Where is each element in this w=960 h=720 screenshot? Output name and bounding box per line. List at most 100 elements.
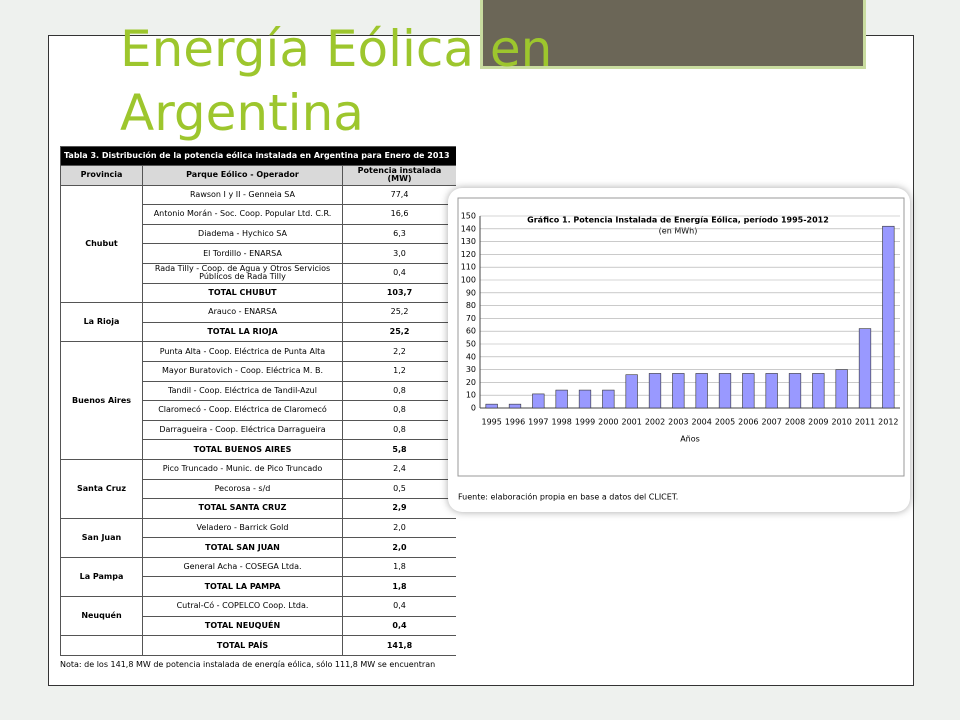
park-cell: El Tordillo - ENARSA: [142, 243, 343, 264]
park-cell: Cutral-Có - COPELCO Coop. Ltda.: [142, 596, 343, 617]
column-header: Parque Eólico - Operador: [142, 165, 343, 186]
park-cell: Diadema - Hychico SA: [142, 223, 343, 245]
total-value: 0,4: [341, 615, 456, 637]
park-cell: Rawson I y II - Genneia SA: [142, 184, 343, 206]
y-tick-label: 130: [461, 237, 476, 246]
total-label: TOTAL SANTA CRUZ: [142, 498, 343, 519]
x-tick-label: 2001: [621, 418, 641, 427]
x-tick-label: 2006: [738, 418, 758, 427]
total-value: 103,7: [341, 282, 456, 304]
column-header: Potencia instalada (MW): [341, 165, 456, 186]
total-row: TOTAL BUENOS AIRES 5,8: [61, 439, 456, 460]
park-cell: Darragueira - Coop. Eléctrica Darragueir…: [142, 419, 343, 441]
table-row: Chubut Rawson I y II - Genneia SA 77,4: [60, 184, 456, 304]
bar: [625, 374, 638, 409]
bar: [578, 389, 592, 409]
total-value: 2,9: [341, 498, 456, 519]
x-tick-label: 2002: [645, 418, 665, 427]
value-cell: 6,3: [341, 223, 456, 245]
park-cell: Arauco - ENARSA: [142, 302, 343, 323]
y-tick-label: 70: [466, 314, 476, 323]
total-value: 25,2: [341, 321, 456, 343]
table-image: Tabla 3. Distribución de la potencia eól…: [60, 146, 456, 668]
table-row: Claromecó - Coop. Eléctrica de Claromecó…: [61, 400, 456, 421]
total-label: TOTAL CHUBUT: [142, 282, 343, 304]
bar: [812, 373, 825, 409]
x-tick-label: 2003: [668, 418, 688, 427]
total-row: TOTAL SANTA CRUZ 2,9: [61, 498, 456, 519]
bar: [508, 403, 522, 409]
header-bar: [480, 0, 866, 69]
x-tick-label: 2004: [691, 418, 711, 427]
y-tick-label: 150: [461, 212, 476, 221]
province-cell: La Pampa: [60, 556, 143, 598]
x-tick-label: 2012: [878, 418, 898, 427]
bar: [695, 373, 708, 409]
y-tick-label: 60: [466, 327, 476, 336]
table-row: La Pampa General Acha - COSEGA Ltda. 1,8: [60, 556, 456, 598]
total-label: TOTAL LA RIOJA: [142, 321, 343, 343]
park-cell: Claromecó - Coop. Eléctrica de Claromecó: [142, 400, 343, 421]
y-tick-label: 10: [466, 391, 476, 400]
x-tick-label: 2007: [761, 418, 781, 427]
y-tick-label: 90: [466, 288, 476, 297]
province-cell: Neuquén: [60, 596, 143, 637]
table-row: Darragueira - Coop. Eléctrica Darragueir…: [61, 419, 456, 441]
y-tick-label: 110: [461, 263, 476, 272]
x-tick-label: 1997: [528, 418, 548, 427]
park-cell: Mayor Buratovich - Coop. Eléctrica M. B.: [142, 360, 343, 382]
chart-source: Fuente: elaboración propia en base a dat…: [458, 492, 678, 502]
x-tick-label: 1996: [505, 418, 525, 427]
bar: [672, 373, 685, 409]
y-tick-label: 120: [461, 250, 476, 259]
value-cell: 0,4: [341, 596, 456, 617]
column-header: Provincia: [60, 165, 143, 186]
province-cell: Buenos Aires: [60, 341, 143, 460]
y-tick-label: 140: [461, 224, 476, 233]
province-cell: San Juan: [60, 517, 143, 558]
value-cell: 16,6: [341, 204, 456, 225]
total-value: 1,8: [341, 576, 456, 598]
table-row: Neuquén Cutral-Có - COPELCO Coop. Ltda. 0,…: [60, 596, 456, 637]
total-label: TOTAL SAN JUAN: [142, 537, 343, 558]
chart-subtitle: (en MWh): [659, 227, 698, 236]
empty-cell: [60, 635, 143, 656]
y-tick-label: 20: [466, 378, 476, 387]
total-row: TOTAL LA RIOJA 25,2: [61, 321, 456, 343]
chart-card: Gráfico 1. Potencia Instalada de Energía…: [448, 188, 910, 512]
total-value: 5,8: [341, 439, 456, 460]
title-line: Energía Eólica en: [120, 20, 553, 78]
park-cell: General Acha - COSEGA Ltda.: [142, 556, 343, 578]
bar: [882, 225, 895, 409]
x-tick-label: 2010: [831, 418, 851, 427]
table-row: Diadema - Hychico SA 6,3: [61, 223, 456, 245]
bar: [532, 393, 545, 409]
value-cell: 0,8: [341, 400, 456, 421]
value-cell: 77,4: [341, 184, 456, 206]
grand-total-row: TOTAL PAÍS 141,8: [60, 635, 456, 656]
bar: [648, 373, 662, 409]
y-tick-label: 100: [461, 276, 476, 285]
bar: [485, 403, 498, 409]
total-label: TOTAL BUENOS AIRES: [142, 439, 343, 460]
x-tick-label: 1998: [551, 418, 571, 427]
total-label: TOTAL PAÍS: [142, 635, 343, 656]
bar: [742, 373, 755, 409]
x-tick-label: 2008: [785, 418, 805, 427]
bar: [858, 328, 872, 409]
x-tick-label: 2011: [855, 418, 875, 427]
value-cell: 2,2: [341, 341, 456, 362]
y-tick-label: 0: [471, 404, 476, 413]
park-cell: Veladero - Barrick Gold: [142, 517, 343, 539]
table-row: Buenos Aires Punta Alta - Coop. Eléctrica…: [60, 341, 456, 460]
value-cell: 3,0: [341, 243, 456, 264]
x-tick-label: 2000: [598, 418, 618, 427]
y-tick-label: 40: [466, 352, 476, 361]
bar: [788, 373, 802, 409]
total-value: 2,0: [341, 537, 456, 558]
chart-title: Gráfico 1. Potencia Instalada de Energía…: [527, 215, 829, 225]
table-row: San Juan Veladero - Barrick Gold 2,0: [60, 517, 456, 558]
bar: [718, 373, 732, 409]
table-row: El Tordillo - ENARSA 3,0: [61, 243, 456, 264]
